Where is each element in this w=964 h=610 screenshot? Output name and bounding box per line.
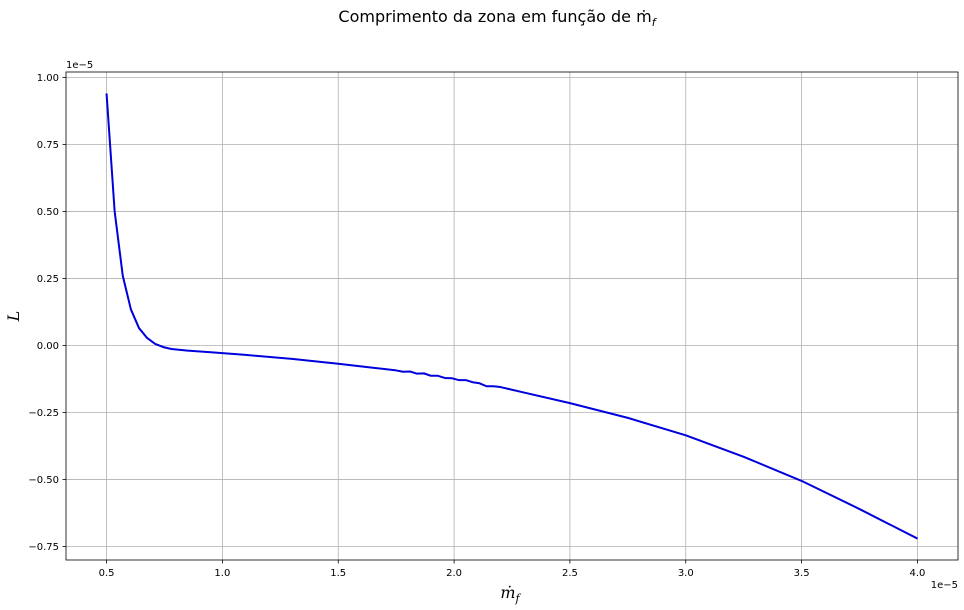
y-tick-label: −0.75 <box>28 542 59 553</box>
ticks: 0.5 1.0 1.5 2.0 2.5 3.0 3.5 4.0 −0.75 −0.50 −0.25 0… <box>28 73 925 579</box>
y-tick-label: 0.00 <box>37 341 59 352</box>
x-tick-label: 1.5 <box>330 568 346 579</box>
chart-title-subscript: f <box>652 16 658 29</box>
x-axis-label: ṁf <box>500 583 521 605</box>
x-offset-label: 1e−5 <box>931 580 958 591</box>
y-tick-label: 0.75 <box>37 140 59 151</box>
x-tick-label: 1.0 <box>214 568 230 579</box>
chart-title: Comprimento da zona em função de ṁf <box>338 7 657 29</box>
y-tick-label: −0.50 <box>28 475 59 486</box>
x-axis-label-subscript: f <box>515 592 522 605</box>
plot-frame <box>65 71 959 561</box>
x-tick-label: 2.5 <box>562 568 578 579</box>
x-tick-label: 3.0 <box>678 568 694 579</box>
y-tick-label: 0.50 <box>37 207 59 218</box>
x-tick-label: 2.0 <box>446 568 462 579</box>
y-tick-label: 1.00 <box>37 73 59 84</box>
y-offset-label: 1e−5 <box>66 60 93 71</box>
y-tick-label: −0.25 <box>28 408 59 419</box>
x-tick-label: 4.0 <box>910 568 926 579</box>
y-axis-label: L <box>4 311 23 323</box>
series-line <box>105 93 918 540</box>
y-tick-label: 0.25 <box>37 274 59 285</box>
x-tick-label: 3.5 <box>794 568 810 579</box>
x-tick-label: 0.5 <box>99 568 115 579</box>
grid <box>66 72 958 560</box>
